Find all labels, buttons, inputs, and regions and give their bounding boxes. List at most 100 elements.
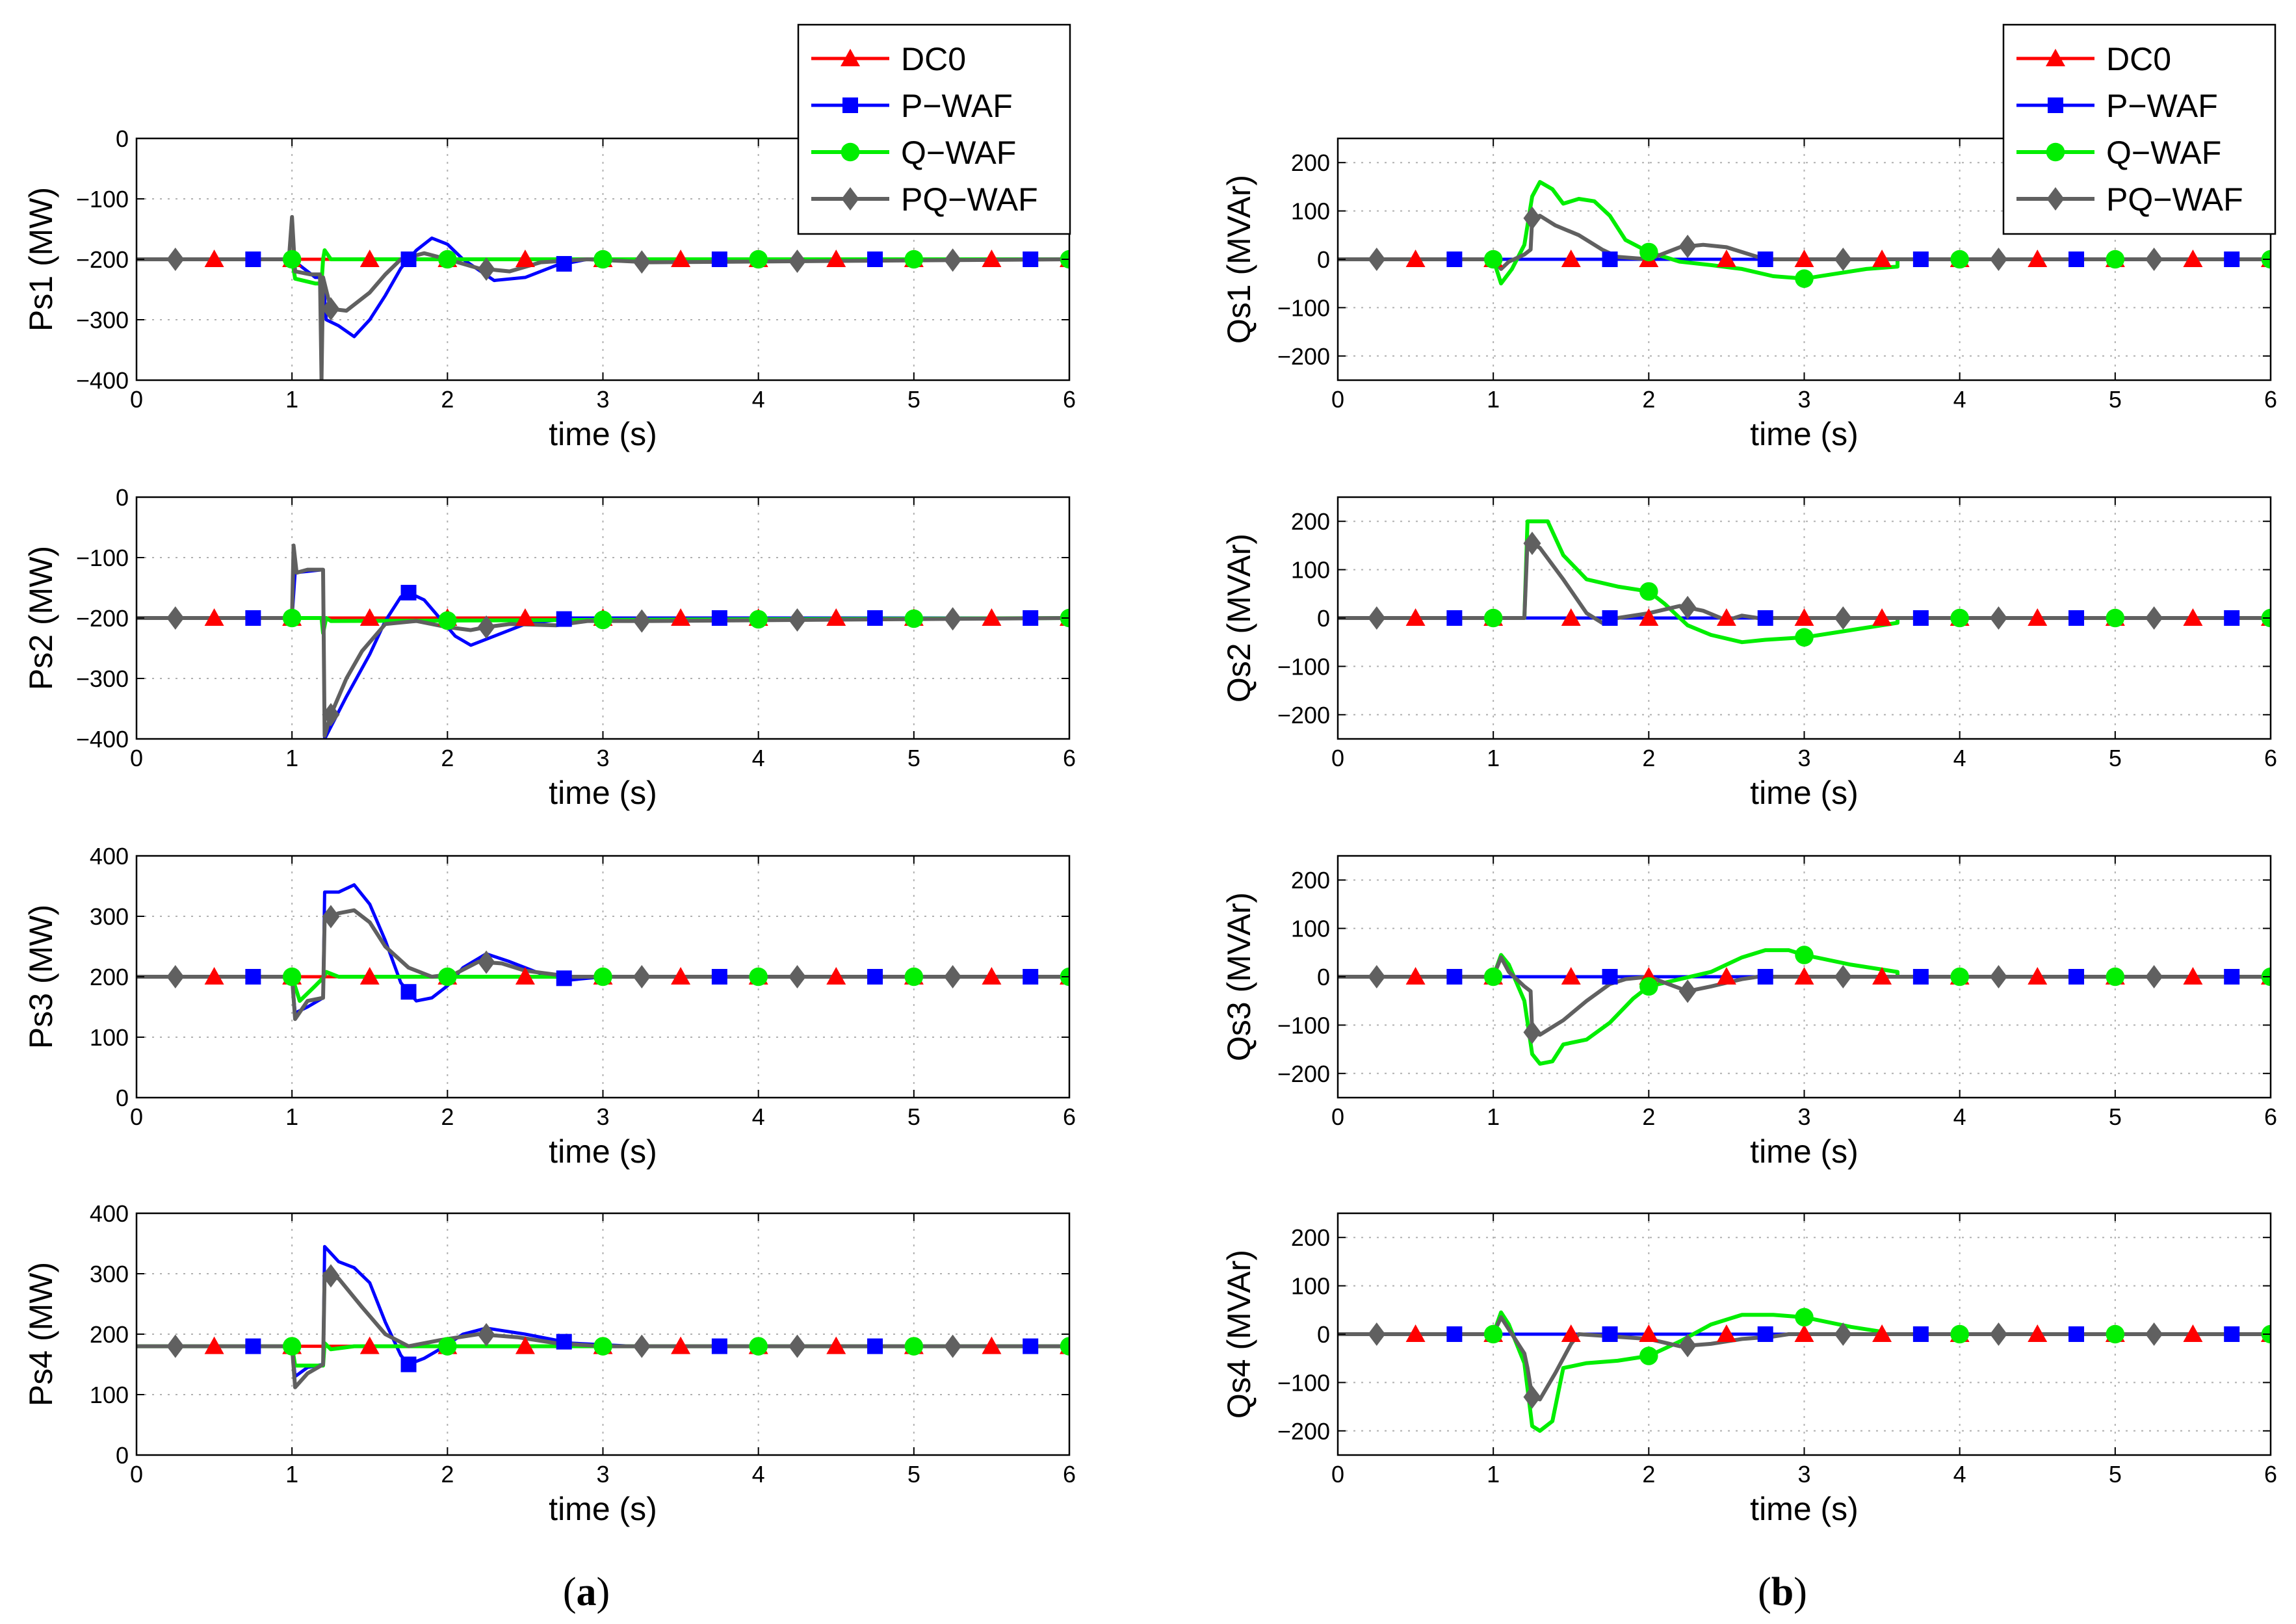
marker-p-waf xyxy=(1757,610,1773,626)
marker-p-waf xyxy=(1023,251,1039,267)
x-tick-label: 1 xyxy=(1487,1461,1500,1488)
marker-pq-waf xyxy=(944,248,962,272)
x-tick-label: 1 xyxy=(1487,1103,1500,1130)
marker-dc0 xyxy=(1405,608,1426,626)
marker-q-waf xyxy=(1795,946,1814,964)
marker-q-waf xyxy=(904,609,924,628)
y-tick-label: 100 xyxy=(1291,916,1330,942)
marker-q-waf xyxy=(594,610,612,630)
marker-p-waf xyxy=(867,251,883,267)
marker-q-waf xyxy=(904,1337,924,1356)
x-tick-label: 5 xyxy=(907,745,920,771)
x-tick-label: 1 xyxy=(1487,745,1500,771)
marker-dc0 xyxy=(359,967,380,985)
marker-p-waf xyxy=(711,610,727,626)
marker-dc0 xyxy=(359,250,380,267)
marker-dc0 xyxy=(2183,1324,2203,1342)
marker-q-waf xyxy=(1483,250,1503,269)
marker-dc0 xyxy=(671,608,691,626)
y-tick-label: −100 xyxy=(1277,1012,1330,1038)
marker-p-waf xyxy=(1912,1326,1929,1342)
x-tick-label: 5 xyxy=(2109,1461,2122,1488)
y-tick-label: −100 xyxy=(1277,294,1330,321)
marker-q-waf xyxy=(749,967,768,986)
y-tick-label: 100 xyxy=(90,1382,129,1408)
x-tick-label: 2 xyxy=(1642,386,1655,413)
marker-q-waf xyxy=(1795,628,1814,647)
marker-p-waf xyxy=(2068,1326,2085,1342)
x-axis-label: time (s) xyxy=(1750,775,1859,811)
series-line-pq-waf xyxy=(137,908,1069,1022)
series-group xyxy=(137,543,1069,739)
series-group xyxy=(1338,1308,2271,1433)
marker-p-waf xyxy=(556,1334,572,1350)
x-tick-label: 2 xyxy=(1642,1461,1655,1488)
y-tick-label: −300 xyxy=(76,307,129,333)
panel-label-b-close: ) xyxy=(1794,1570,1807,1614)
x-axis-label: time (s) xyxy=(1750,416,1859,452)
marker-q-waf xyxy=(282,1337,302,1356)
legend-b: DC0 P−WAF Q−WAF PQ−WAF xyxy=(2002,23,2276,235)
y-tick-label: −200 xyxy=(1277,702,1330,728)
x-tick-label: 3 xyxy=(1797,386,1810,413)
y-tick-label: 0 xyxy=(1317,1321,1330,1348)
y-tick-label: 300 xyxy=(90,903,129,930)
x-tick-label: 3 xyxy=(596,1103,609,1130)
marker-pq-waf xyxy=(788,1334,806,1358)
marker-dc0 xyxy=(1561,250,1581,267)
x-axis-label: time (s) xyxy=(549,1491,657,1527)
marker-dc0 xyxy=(359,608,380,626)
y-tick-label: 200 xyxy=(90,964,129,990)
marker-dc0 xyxy=(671,250,691,267)
marker-pq-waf xyxy=(1989,248,2007,271)
x-axis-label: time (s) xyxy=(1750,1491,1859,1527)
marker-dc0 xyxy=(1872,967,1892,985)
y-tick-label: 0 xyxy=(116,484,129,511)
marker-pq-waf xyxy=(1834,248,1852,271)
x-tick-label: 6 xyxy=(2264,1103,2277,1130)
y-tick-label: −200 xyxy=(1277,1418,1330,1445)
marker-dc0 xyxy=(204,250,224,267)
panel-label-a-letter: a xyxy=(577,1570,597,1614)
marker-p-waf xyxy=(1446,1326,1463,1342)
y-tick-label: −400 xyxy=(76,367,129,394)
marker-pq-waf xyxy=(1523,1020,1541,1044)
marker-pq-waf xyxy=(633,1334,651,1358)
y-tick-label: −100 xyxy=(1277,1369,1330,1396)
marker-dc0 xyxy=(671,967,691,985)
marker-p-waf xyxy=(400,584,417,600)
legend-a: DC0 P−WAF Q−WAF PQ−WAF xyxy=(797,23,1071,235)
y-tick-label: 100 xyxy=(1291,1273,1330,1300)
marker-pq-waf xyxy=(166,248,185,271)
marker-p-waf xyxy=(1602,1326,1618,1342)
marker-dc0 xyxy=(1716,1324,1736,1342)
marker-dc0 xyxy=(1794,250,1814,267)
x-tick-label: 4 xyxy=(752,745,765,771)
marker-p-waf xyxy=(2068,969,2085,985)
marker-p-waf xyxy=(711,251,727,267)
marker-q-waf xyxy=(1483,608,1503,628)
legend-entry-p-waf: P−WAF xyxy=(2016,88,2218,124)
marker-dc0 xyxy=(2183,250,2203,267)
y-tick-label: 100 xyxy=(90,1024,129,1051)
legend-label: PQ−WAF xyxy=(2106,181,2243,218)
marker-pq-waf xyxy=(1989,606,2007,630)
marker-dc0 xyxy=(1405,1324,1426,1342)
x-tick-label: 4 xyxy=(1953,745,1966,771)
panel-label-a: (a) xyxy=(563,1570,610,1614)
marker-dc0 xyxy=(1872,1324,1892,1342)
legend-marker xyxy=(841,187,859,211)
marker-q-waf xyxy=(438,1337,457,1356)
marker-dc0 xyxy=(1405,250,1426,267)
marker-p-waf xyxy=(1602,969,1618,985)
marker-pq-waf xyxy=(1678,235,1697,259)
marker-pq-waf xyxy=(788,608,806,632)
marker-pq-waf xyxy=(788,250,806,274)
marker-pq-waf xyxy=(322,1264,340,1288)
marker-q-waf xyxy=(1950,967,1969,986)
y-tick-label: 400 xyxy=(90,1200,129,1227)
marker-p-waf xyxy=(1446,610,1463,626)
x-tick-label: 4 xyxy=(752,1103,765,1130)
y-axis-label: Qs1 (MVAr) xyxy=(1221,175,1257,344)
x-tick-label: 3 xyxy=(596,386,609,413)
